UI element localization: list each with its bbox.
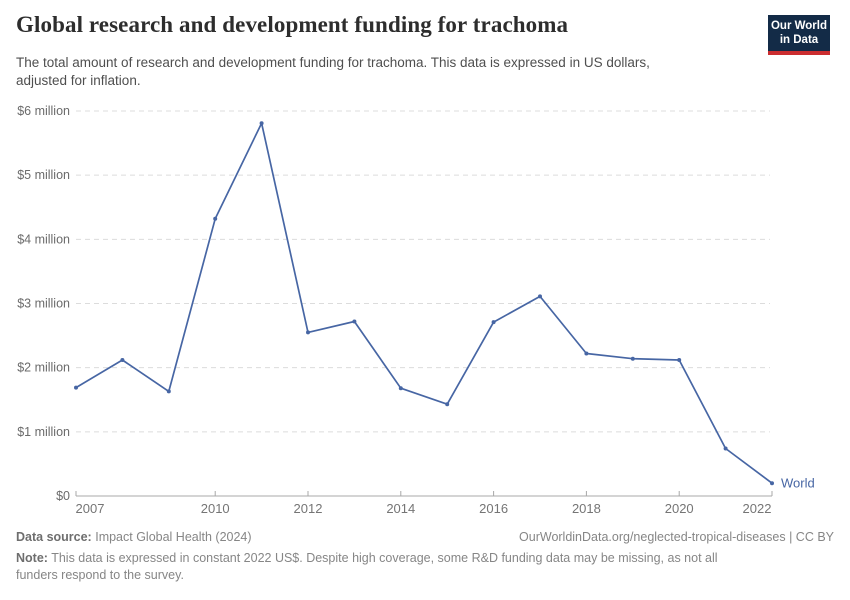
page-title: Global research and development funding … <box>16 12 569 37</box>
svg-text:$6 million: $6 million <box>17 104 70 118</box>
svg-text:2018: 2018 <box>572 501 601 516</box>
chart-footer: Data source: Impact Global Health (2024)… <box>16 529 834 584</box>
svg-text:$1 million: $1 million <box>17 425 70 439</box>
svg-text:2014: 2014 <box>386 501 415 516</box>
svg-text:$0: $0 <box>56 489 70 503</box>
data-source-value: Impact Global Health (2024) <box>95 530 252 544</box>
attribution-link[interactable]: OurWorldinData.org/neglected-tropical-di… <box>519 530 834 544</box>
svg-text:2010: 2010 <box>201 501 230 516</box>
chart-note-value: This data is expressed in constant 2022 … <box>16 550 718 582</box>
svg-text:2016: 2016 <box>479 501 508 516</box>
data-source-label: Data source: <box>16 530 92 544</box>
owid-logo[interactable]: Our World in Data <box>768 15 830 55</box>
svg-text:2012: 2012 <box>294 501 323 516</box>
svg-text:World: World <box>781 476 815 491</box>
svg-text:$2 million: $2 million <box>17 361 70 375</box>
svg-text:$5 million: $5 million <box>17 168 70 182</box>
data-source: Data source: Impact Global Health (2024) <box>16 529 252 546</box>
chart-note-label: Note: <box>16 550 48 565</box>
svg-text:2007: 2007 <box>76 501 105 516</box>
owid-logo-line1: Our World <box>770 20 827 32</box>
svg-text:$3 million: $3 million <box>17 297 70 311</box>
line-chart: $0 $1 million $2 million $3 million $4 milli… <box>17 104 815 516</box>
chart-subtitle: The total amount of research and develop… <box>16 55 650 88</box>
svg-text:2022: 2022 <box>743 501 772 516</box>
svg-text:2020: 2020 <box>665 501 694 516</box>
chart-note: Note: This data is expressed in constant… <box>16 550 740 584</box>
svg-text:$4 million: $4 million <box>17 232 70 246</box>
owid-logo-line2: in Data <box>779 34 819 47</box>
